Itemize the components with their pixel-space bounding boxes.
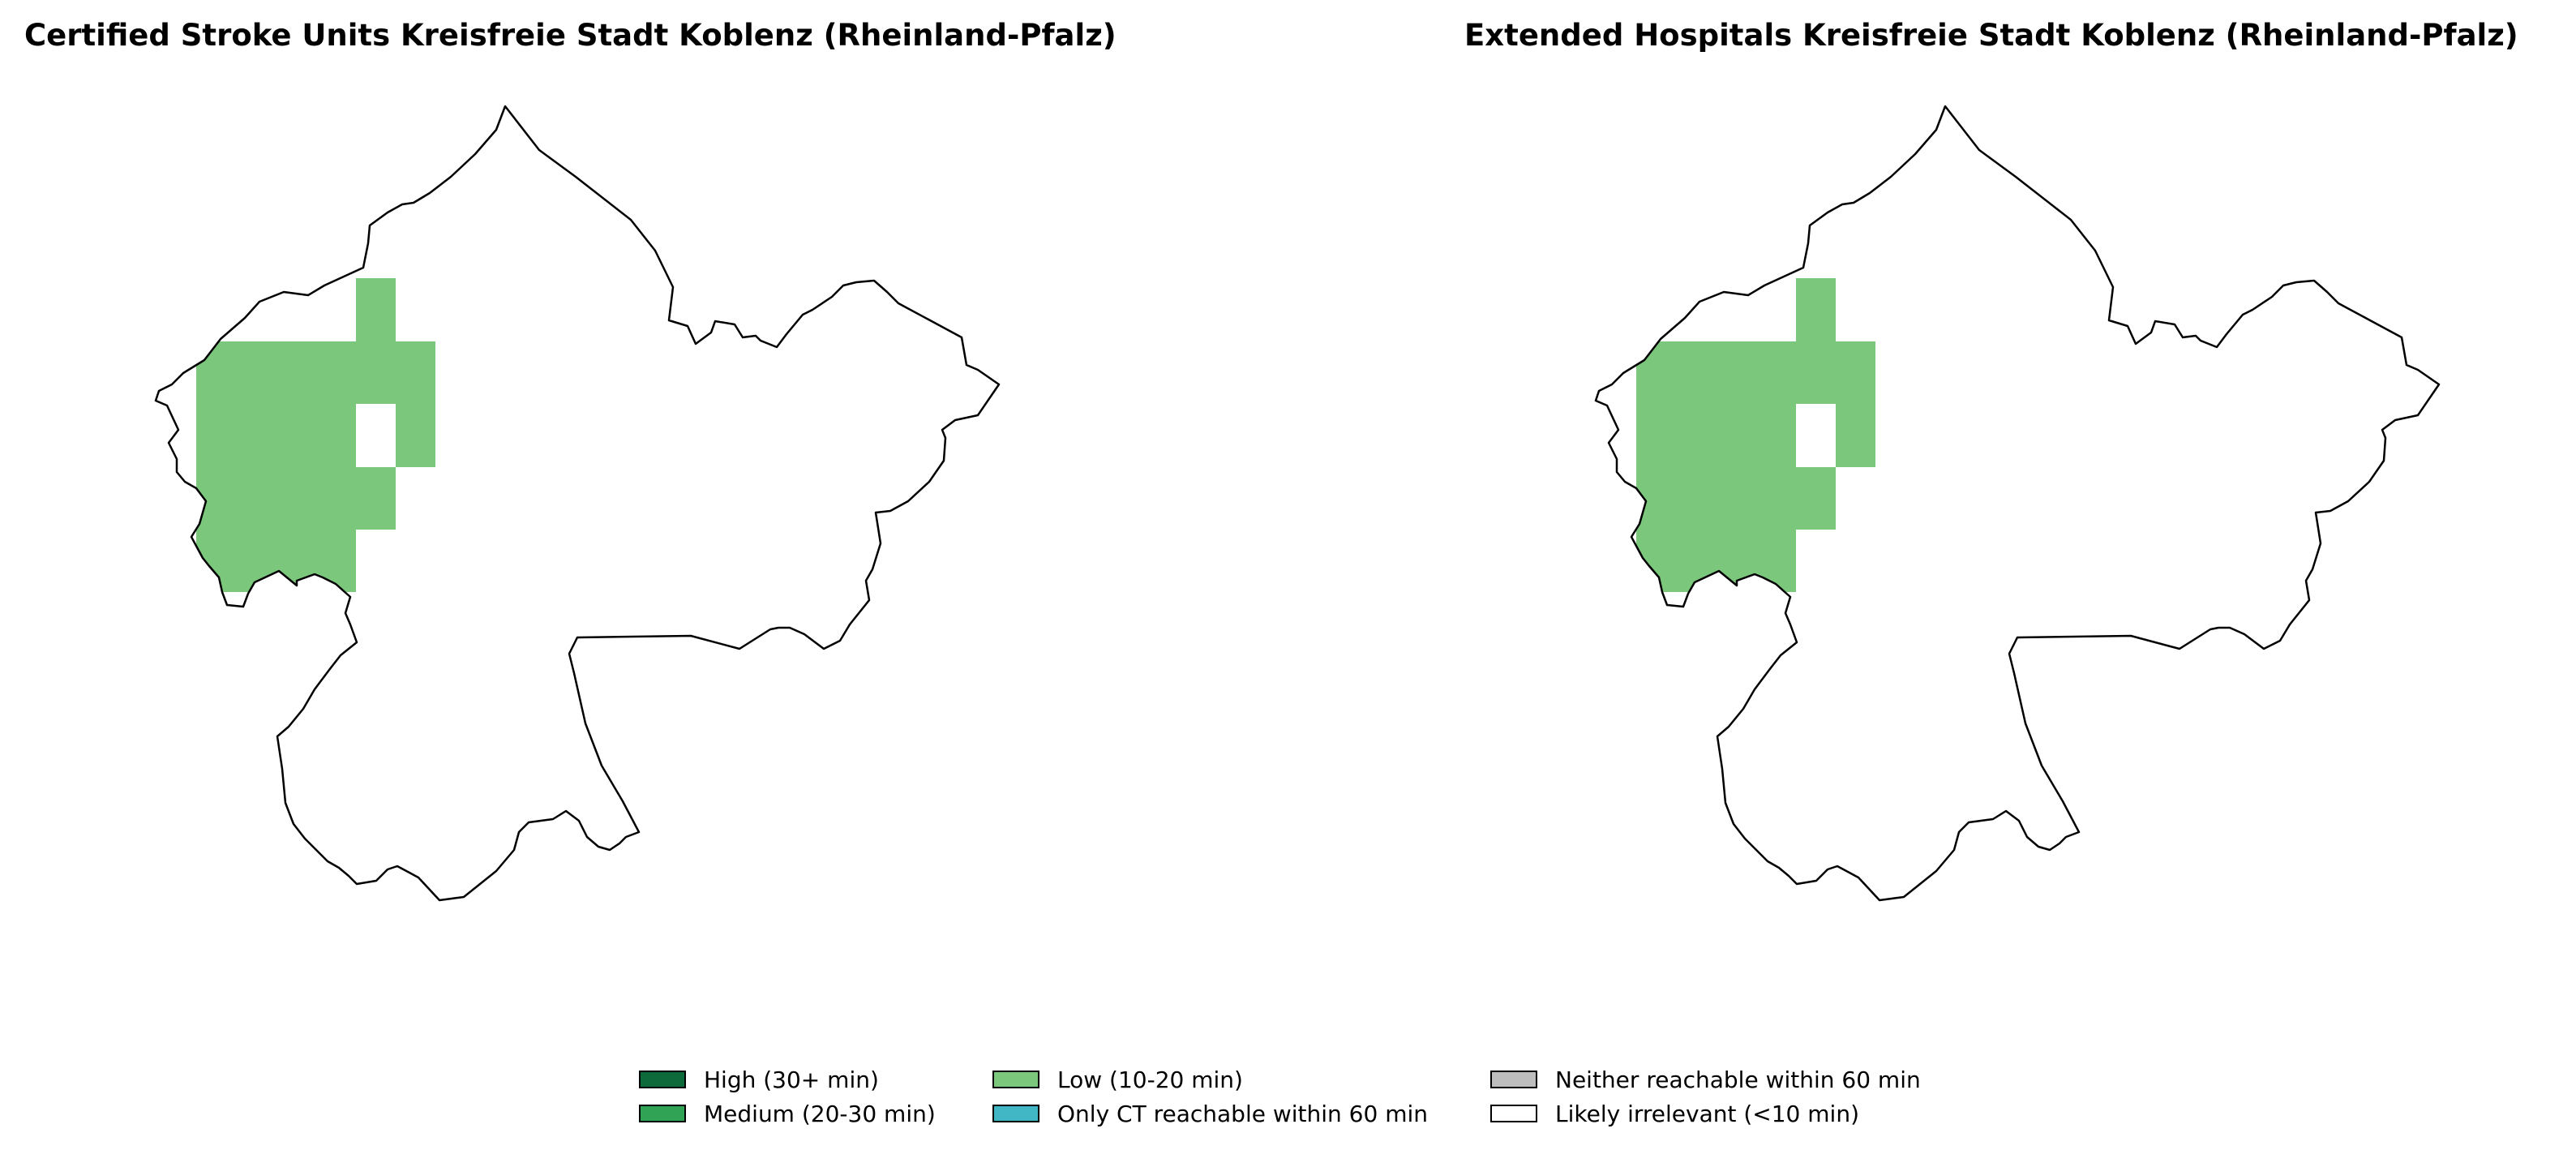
legend-swatch (992, 1105, 1039, 1122)
legend-label: Low (10-20 min) (1057, 1066, 1243, 1093)
grid-cell-low (1636, 404, 1796, 467)
district-boundary (1594, 105, 2441, 902)
legend-item-medium: Medium (20-30 min) (639, 1100, 936, 1127)
grid-cell-low (1636, 341, 1875, 404)
grid-cell-low (1796, 278, 1836, 341)
grid-cell-low (1836, 404, 1875, 467)
map-panel-extended-hospitals: Extended Hospitals Kreisfreie Stadt Kobl… (1440, 0, 2576, 1022)
grid-cell-low (196, 341, 435, 404)
koblenz-map (154, 105, 1001, 902)
legend-item-only-ct: Only CT reachable within 60 min (992, 1100, 1428, 1127)
reachability-grid (1636, 278, 1875, 592)
map-title: Certified Stroke Units Kreisfreie Stadt … (24, 18, 1117, 53)
legend-swatch (639, 1105, 686, 1122)
legend-swatch (992, 1071, 1039, 1088)
grid-cell-low (1636, 467, 1836, 530)
legend-label: Neither reachable within 60 min (1555, 1066, 1921, 1093)
grid-cell-low (396, 404, 435, 467)
legend-swatch (1490, 1105, 1537, 1122)
map-panel-stroke-units: Certified Stroke Units Kreisfreie Stadt … (0, 0, 1288, 1022)
map-title: Extended Hospitals Kreisfreie Stadt Kobl… (1464, 18, 2518, 53)
legend-item-high: High (30+ min) (639, 1066, 879, 1093)
grid-cell-low (356, 278, 396, 341)
grid-cell-low (196, 467, 396, 530)
legend-label: Likely irrelevant (<10 min) (1555, 1100, 1859, 1127)
legend-label: Only CT reachable within 60 min (1057, 1100, 1429, 1127)
koblenz-map (1594, 105, 2441, 902)
legend-swatch (1490, 1071, 1537, 1088)
reachability-grid (196, 278, 435, 592)
district-boundary (154, 105, 1001, 902)
legend-item-irrelevant: Likely irrelevant (<10 min) (1490, 1100, 1859, 1127)
legend-item-low: Low (10-20 min) (992, 1066, 1243, 1093)
legend-item-neither: Neither reachable within 60 min (1490, 1066, 1921, 1093)
map-legend: High (30+ min) Medium (20-30 min) Low (1… (639, 1066, 2017, 1131)
legend-swatch (639, 1071, 686, 1088)
legend-label: High (30+ min) (704, 1066, 879, 1093)
grid-cell-low (196, 404, 356, 467)
legend-label: Medium (20-30 min) (704, 1100, 936, 1127)
